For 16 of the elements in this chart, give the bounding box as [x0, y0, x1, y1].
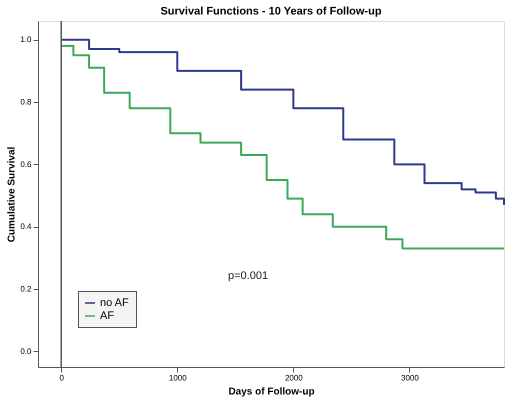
y-tick-label: 0.6 [20, 160, 32, 169]
y-tick-label: 1.0 [20, 35, 32, 44]
annotation: p=0.001 [228, 270, 268, 282]
x-tick-label: 3000 [401, 374, 420, 382]
y-tick-label: 0.2 [20, 284, 32, 294]
legend-label: AF [100, 310, 114, 322]
y-axis-title: Cumulative Survival [6, 146, 18, 242]
legend-label: no AF [100, 297, 130, 309]
y-tick-label: 0.8 [20, 98, 32, 107]
y-tick-label: 0.4 [20, 222, 32, 232]
x-tick-label: 1000 [168, 374, 188, 382]
chart-title: Survival Functions - 10 Years of Follow-up [160, 5, 382, 18]
x-axis-title: Days of Follow-up [228, 386, 315, 398]
y-tick-label: 0.0 [20, 346, 32, 356]
x-tick-label: 2000 [284, 374, 304, 382]
x-tick-label: 0 [59, 374, 64, 382]
